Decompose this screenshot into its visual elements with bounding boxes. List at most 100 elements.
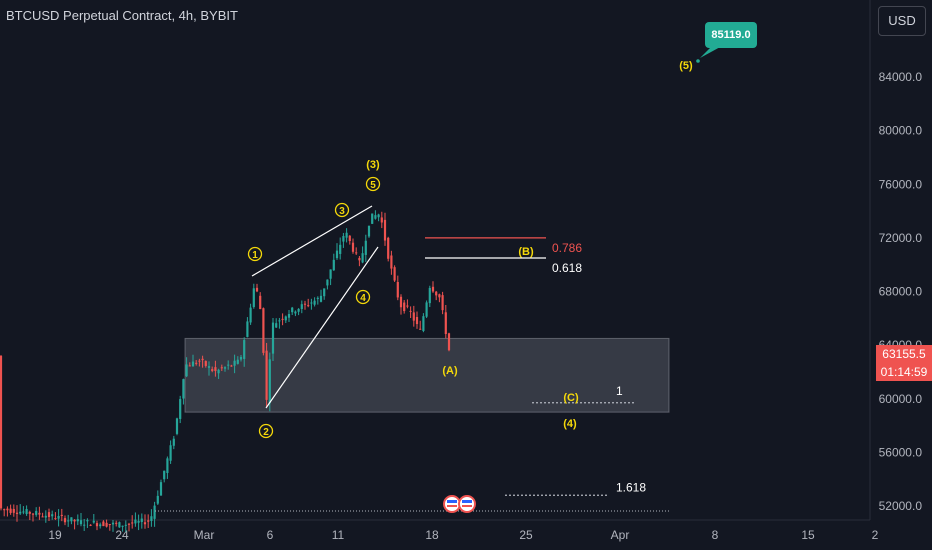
- candle-body: [44, 515, 47, 518]
- candle-body: [9, 508, 12, 513]
- candle-body: [166, 458, 169, 473]
- x-tick-label: 19: [48, 528, 62, 542]
- candle-body: [38, 512, 41, 515]
- target-pointer: [700, 46, 722, 58]
- y-tick-label: 84000.0: [879, 70, 923, 84]
- x-tick-label: 18: [425, 528, 439, 542]
- candle-body: [367, 225, 371, 237]
- candle-body: [310, 302, 313, 304]
- candle-body: [419, 328, 422, 330]
- candle-body: [415, 317, 419, 325]
- candle-body: [326, 279, 329, 286]
- candle-body: [102, 521, 105, 527]
- candle-body: [399, 296, 403, 308]
- us-flag-icon: [447, 505, 457, 507]
- candle-body: [255, 287, 259, 292]
- candle-body: [83, 524, 86, 526]
- countdown-timer: 01:14:59: [880, 365, 928, 379]
- wave-label: (3): [366, 159, 380, 171]
- x-tick-label: 15: [801, 528, 815, 542]
- candle-body: [239, 356, 243, 360]
- candle-body: [63, 518, 67, 523]
- candle-body: [185, 364, 188, 377]
- candle-body: [345, 232, 348, 238]
- candle-body: [243, 340, 246, 359]
- candle-body: [51, 514, 54, 517]
- candle-body: [0, 355, 3, 509]
- candle-body: [294, 311, 297, 314]
- candle-body: [76, 519, 79, 522]
- target-price-label: 85119.0: [705, 22, 757, 48]
- candle-body: [163, 470, 166, 480]
- candle-body: [348, 235, 351, 242]
- candle-body: [207, 366, 211, 368]
- candle-body: [342, 236, 345, 242]
- candle-body: [35, 510, 38, 515]
- candle-body: [287, 313, 291, 318]
- fib-level-label: 1: [616, 384, 623, 398]
- candle-body: [364, 240, 367, 255]
- current-price-tag: 63155.5 01:14:59: [876, 345, 932, 381]
- us-flag-icon: [443, 495, 461, 513]
- candle-body: [329, 269, 332, 279]
- candle-body: [303, 303, 307, 305]
- x-tick-label: 2: [872, 528, 879, 542]
- y-tick-label: 56000.0: [879, 445, 923, 459]
- candle-body: [60, 514, 63, 517]
- y-tick-label: 52000.0: [879, 499, 923, 513]
- candle-body: [351, 242, 355, 252]
- candle-body: [19, 511, 22, 514]
- candle-body: [425, 302, 428, 317]
- candle-body: [284, 316, 287, 321]
- candle-body: [169, 445, 172, 461]
- candle-body: [134, 519, 137, 524]
- candle-body: [124, 524, 127, 526]
- wave-label: (5): [679, 60, 693, 72]
- candle-body: [323, 288, 326, 297]
- us-flag-icon: [462, 505, 472, 507]
- candle-body: [246, 321, 249, 337]
- candle-body: [89, 524, 92, 526]
- candle-body: [188, 365, 191, 367]
- candle-body: [79, 520, 83, 525]
- currency-button[interactable]: USD: [878, 6, 926, 36]
- fib-level-label: 0.786: [552, 241, 582, 255]
- candle-body: [204, 361, 207, 366]
- candle-body: [111, 522, 115, 525]
- candle-body: [230, 365, 233, 367]
- wave-label: (B): [518, 246, 534, 258]
- candle-body: [412, 312, 415, 321]
- candle-body: [105, 522, 108, 527]
- candle-body: [143, 522, 147, 525]
- candle-body: [316, 297, 319, 299]
- support-zone: [184, 337, 670, 413]
- us-flag-icon: [447, 500, 457, 503]
- candle-body: [95, 523, 99, 527]
- wave-label: 2: [263, 427, 269, 438]
- wave-label: (4): [563, 418, 577, 430]
- candle-body: [307, 305, 310, 307]
- candle-body: [291, 307, 294, 313]
- y-tick-label: 76000.0: [879, 177, 923, 191]
- candle-body: [268, 359, 271, 404]
- candle-body: [358, 257, 361, 261]
- us-flag-icon: [458, 495, 476, 513]
- y-tick-label: 68000.0: [879, 285, 923, 299]
- x-tick-label: 8: [712, 528, 719, 542]
- candle-body: [131, 522, 134, 524]
- candle-body: [447, 333, 451, 351]
- candle-body: [271, 322, 275, 354]
- x-tick-label: 25: [519, 528, 533, 542]
- candle-body: [182, 379, 185, 399]
- candle-body: [140, 518, 143, 522]
- candle-body: [387, 237, 390, 259]
- candle-body: [409, 310, 412, 312]
- candle-body: [396, 282, 399, 298]
- candle-body: [300, 304, 303, 310]
- candle-body: [265, 350, 268, 400]
- candle-body: [22, 511, 25, 513]
- target-point: [696, 59, 700, 63]
- wave-label-circle: [365, 176, 381, 192]
- candle-body: [319, 295, 323, 302]
